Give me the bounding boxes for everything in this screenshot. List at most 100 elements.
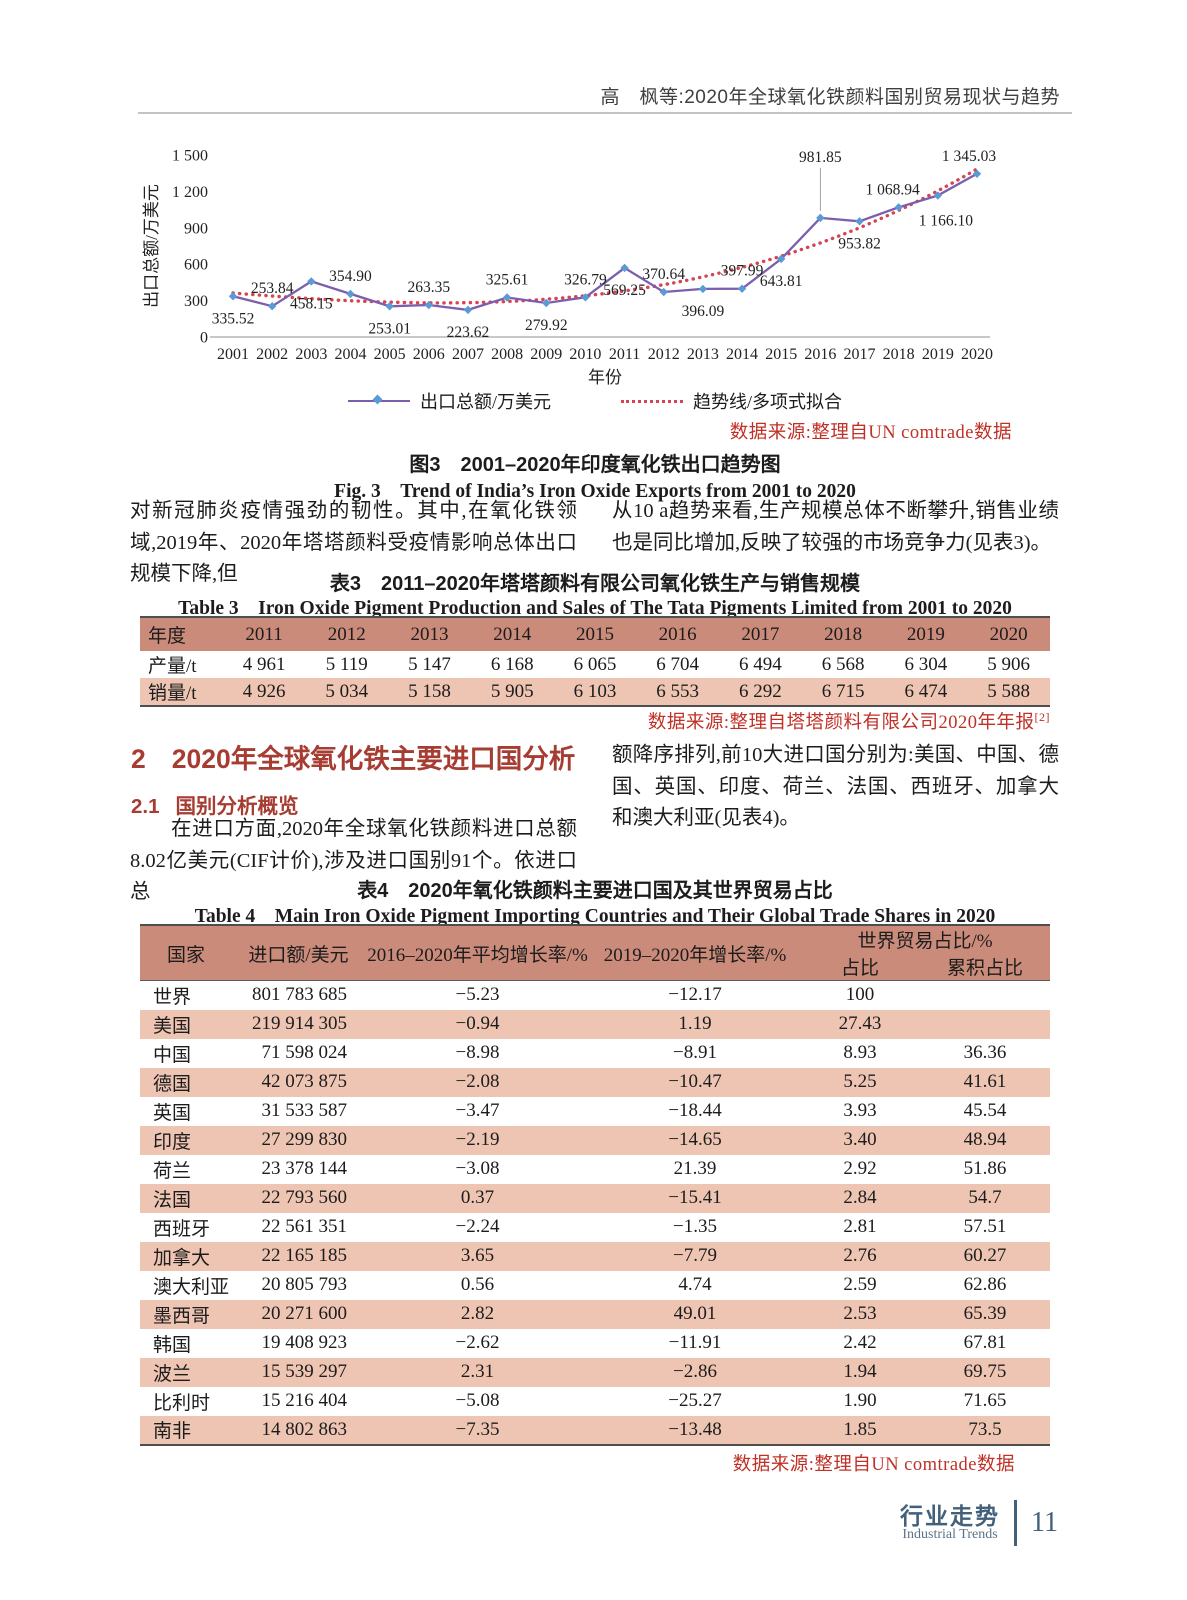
table-cell: −13.48 xyxy=(590,1415,800,1445)
header-rule xyxy=(138,112,1072,114)
table-cell: −3.08 xyxy=(455,1158,500,1179)
data-point-marker xyxy=(737,284,747,293)
table-cell: 5 906 xyxy=(987,653,1030,675)
data-point-marker xyxy=(267,302,277,311)
table-cell: −14.65 xyxy=(590,1125,800,1155)
table-cell: 1.90 xyxy=(843,1390,877,1411)
x-tick-label: 2011 xyxy=(609,346,640,363)
x-tick-label: 2019 xyxy=(922,346,954,363)
table-cell: 5 034 xyxy=(305,678,389,706)
table-cell: −5.23 xyxy=(455,984,500,1006)
x-tick-label: 2015 xyxy=(765,346,797,363)
figure-caption-cn: 图3 2001–2020年印度氧化铁出口趋势图 xyxy=(409,454,781,476)
header-cell: 2012 xyxy=(305,617,389,651)
header-cell: 年度 xyxy=(140,617,223,651)
data-label: 279.92 xyxy=(525,317,568,334)
table-cell: 1.19 xyxy=(590,1009,800,1039)
data-label: 263.35 xyxy=(407,279,450,296)
running-head: 高 枫等:2020年全球氧化铁颜料国别贸易现状与趋势 xyxy=(600,87,1060,108)
x-tick-label: 2009 xyxy=(530,346,562,363)
x-tick-label: 2020 xyxy=(961,346,993,363)
table-cell: 3.93 xyxy=(843,1100,877,1121)
header-cell: 2013 xyxy=(388,617,471,651)
table-cell: −11.91 xyxy=(668,1332,722,1353)
table-cell: 21.39 xyxy=(673,1158,717,1179)
data-label: 953.82 xyxy=(838,235,881,252)
data-label: 1 345.03 xyxy=(942,148,997,165)
table-row: 销量/t 4 926 5 034 5 158 5 905 6 103 6 553 6 292 6… xyxy=(140,678,1050,706)
data-label: 569.25 xyxy=(603,282,646,299)
table3-source-text: 数据来源:整理自塔塔颜料有限公司2020年年报 xyxy=(647,713,1035,733)
table-cell: 23 378 144 xyxy=(261,1158,348,1179)
table-cell: −12.17 xyxy=(668,984,722,1006)
table4-source: 数据来源:整理自UN comtrade数据 xyxy=(732,1455,1015,1475)
section-2-heading: 2 2020年全球氧化铁主要进口国分析 xyxy=(131,737,575,776)
data-point-marker xyxy=(659,287,668,297)
table-cell: 65.39 xyxy=(920,1299,1051,1329)
table-cell: 219 914 305 xyxy=(232,1009,365,1039)
table-cell: 南非 xyxy=(140,1415,232,1445)
table-cell: 5.25 xyxy=(800,1067,920,1097)
table-cell: −8.91 xyxy=(673,1042,717,1063)
table-cell: 42 073 875 xyxy=(232,1067,365,1097)
table-cell: 2.42 xyxy=(843,1332,877,1353)
paragraph: 在进口方面,2020年全球氧化铁颜料进口总额8.02亿美元(CIF计价),涉及进… xyxy=(130,818,577,903)
table-row: 印度 27 299 830 −2.19 −14.65 3.40 48.94 xyxy=(140,1125,1051,1155)
table-cell: 中国 xyxy=(153,1044,192,1066)
table-cell: 2.82 xyxy=(365,1299,590,1329)
table-cell: 5 119 xyxy=(325,653,368,675)
data-point-marker xyxy=(542,298,551,308)
table-cell: 48.94 xyxy=(920,1125,1051,1155)
data-point-marker xyxy=(698,284,708,294)
table-cell: −18.44 xyxy=(668,1100,722,1121)
table-row: 德国 42 073 875 −2.08 −10.47 5.25 41.61 xyxy=(140,1067,1051,1097)
page-number: 11 xyxy=(1031,1507,1058,1538)
data-point-marker xyxy=(933,191,943,200)
table-cell: −8.98 xyxy=(455,1042,500,1063)
data-label: 643.81 xyxy=(760,273,803,290)
table-cell xyxy=(920,1009,1051,1039)
x-tick-label: 2016 xyxy=(804,346,836,363)
x-tick-label: 2001 xyxy=(217,346,249,363)
data-label: 370.64 xyxy=(642,266,685,283)
table-cell: 法国 xyxy=(140,1183,232,1213)
table-cell: −25.27 xyxy=(668,1390,722,1411)
header-cell: 2015 xyxy=(553,617,637,651)
table-row: 美国 219 914 305 −0.94 1.19 27.43 xyxy=(140,1009,1051,1039)
table-cell: 2.81 xyxy=(843,1216,877,1237)
table-row: 韩国 19 408 923 −2.62 −11.91 2.42 67.81 xyxy=(140,1329,1050,1358)
table-cell: 4 961 xyxy=(242,653,286,675)
x-tick-label: 2018 xyxy=(883,346,915,363)
table4-body: 世界 801 783 685 −5.23 −12.17 100 美国 219 914 305… xyxy=(140,981,1051,1445)
table-row: 法国 22 793 560 0.37 −15.41 2.84 54.7 xyxy=(140,1183,1051,1213)
table-cell: 5 158 xyxy=(388,678,471,706)
table-cell: 6 474 xyxy=(884,678,968,706)
table-cell: 15 539 297 xyxy=(232,1357,365,1387)
data-label: 223.62 xyxy=(447,324,490,341)
trend-series-swatch-icon xyxy=(621,399,683,403)
table-cell: 71.65 xyxy=(963,1390,1007,1411)
table-cell: 墨西哥 xyxy=(140,1299,232,1329)
table-cell: 31 533 587 xyxy=(261,1100,348,1121)
table-cell: 5 588 xyxy=(967,678,1050,706)
section-title: 2020年全球氧化铁主要进口国分析 xyxy=(171,744,576,774)
table-cell: 19 408 923 xyxy=(261,1332,348,1353)
data-label: 325.61 xyxy=(486,271,529,288)
table3-caption-cn: 表3 2011–2020年塔塔颜料有限公司氧化铁生产与销售规模 xyxy=(329,573,861,595)
x-axis-title: 年份 xyxy=(588,368,622,386)
table-3: 年度 2011 2012 2013 2014 2015 2016 2017 2018 2019 20… xyxy=(140,616,1050,707)
table-cell: 41.61 xyxy=(920,1067,1051,1097)
data-label: 397.99 xyxy=(721,263,764,280)
table-cell: 荷兰 xyxy=(153,1160,192,1182)
data-label: 1 166.10 xyxy=(919,213,974,230)
y-tick-label: 1 500 xyxy=(172,148,208,165)
table-cell: 20 805 793 xyxy=(261,1274,348,1295)
table-cell: 韩国 xyxy=(153,1334,192,1356)
table-cell: 4.74 xyxy=(678,1274,712,1295)
data-point-marker xyxy=(502,293,512,302)
table-cell: −2.62 xyxy=(455,1332,500,1353)
col-header-world-share: 世界贸易占比/% xyxy=(800,925,1051,953)
data-label: 981.85 xyxy=(799,149,842,166)
table-cell: 20 271 600 xyxy=(232,1299,365,1329)
x-tick-label: 2007 xyxy=(452,346,484,363)
